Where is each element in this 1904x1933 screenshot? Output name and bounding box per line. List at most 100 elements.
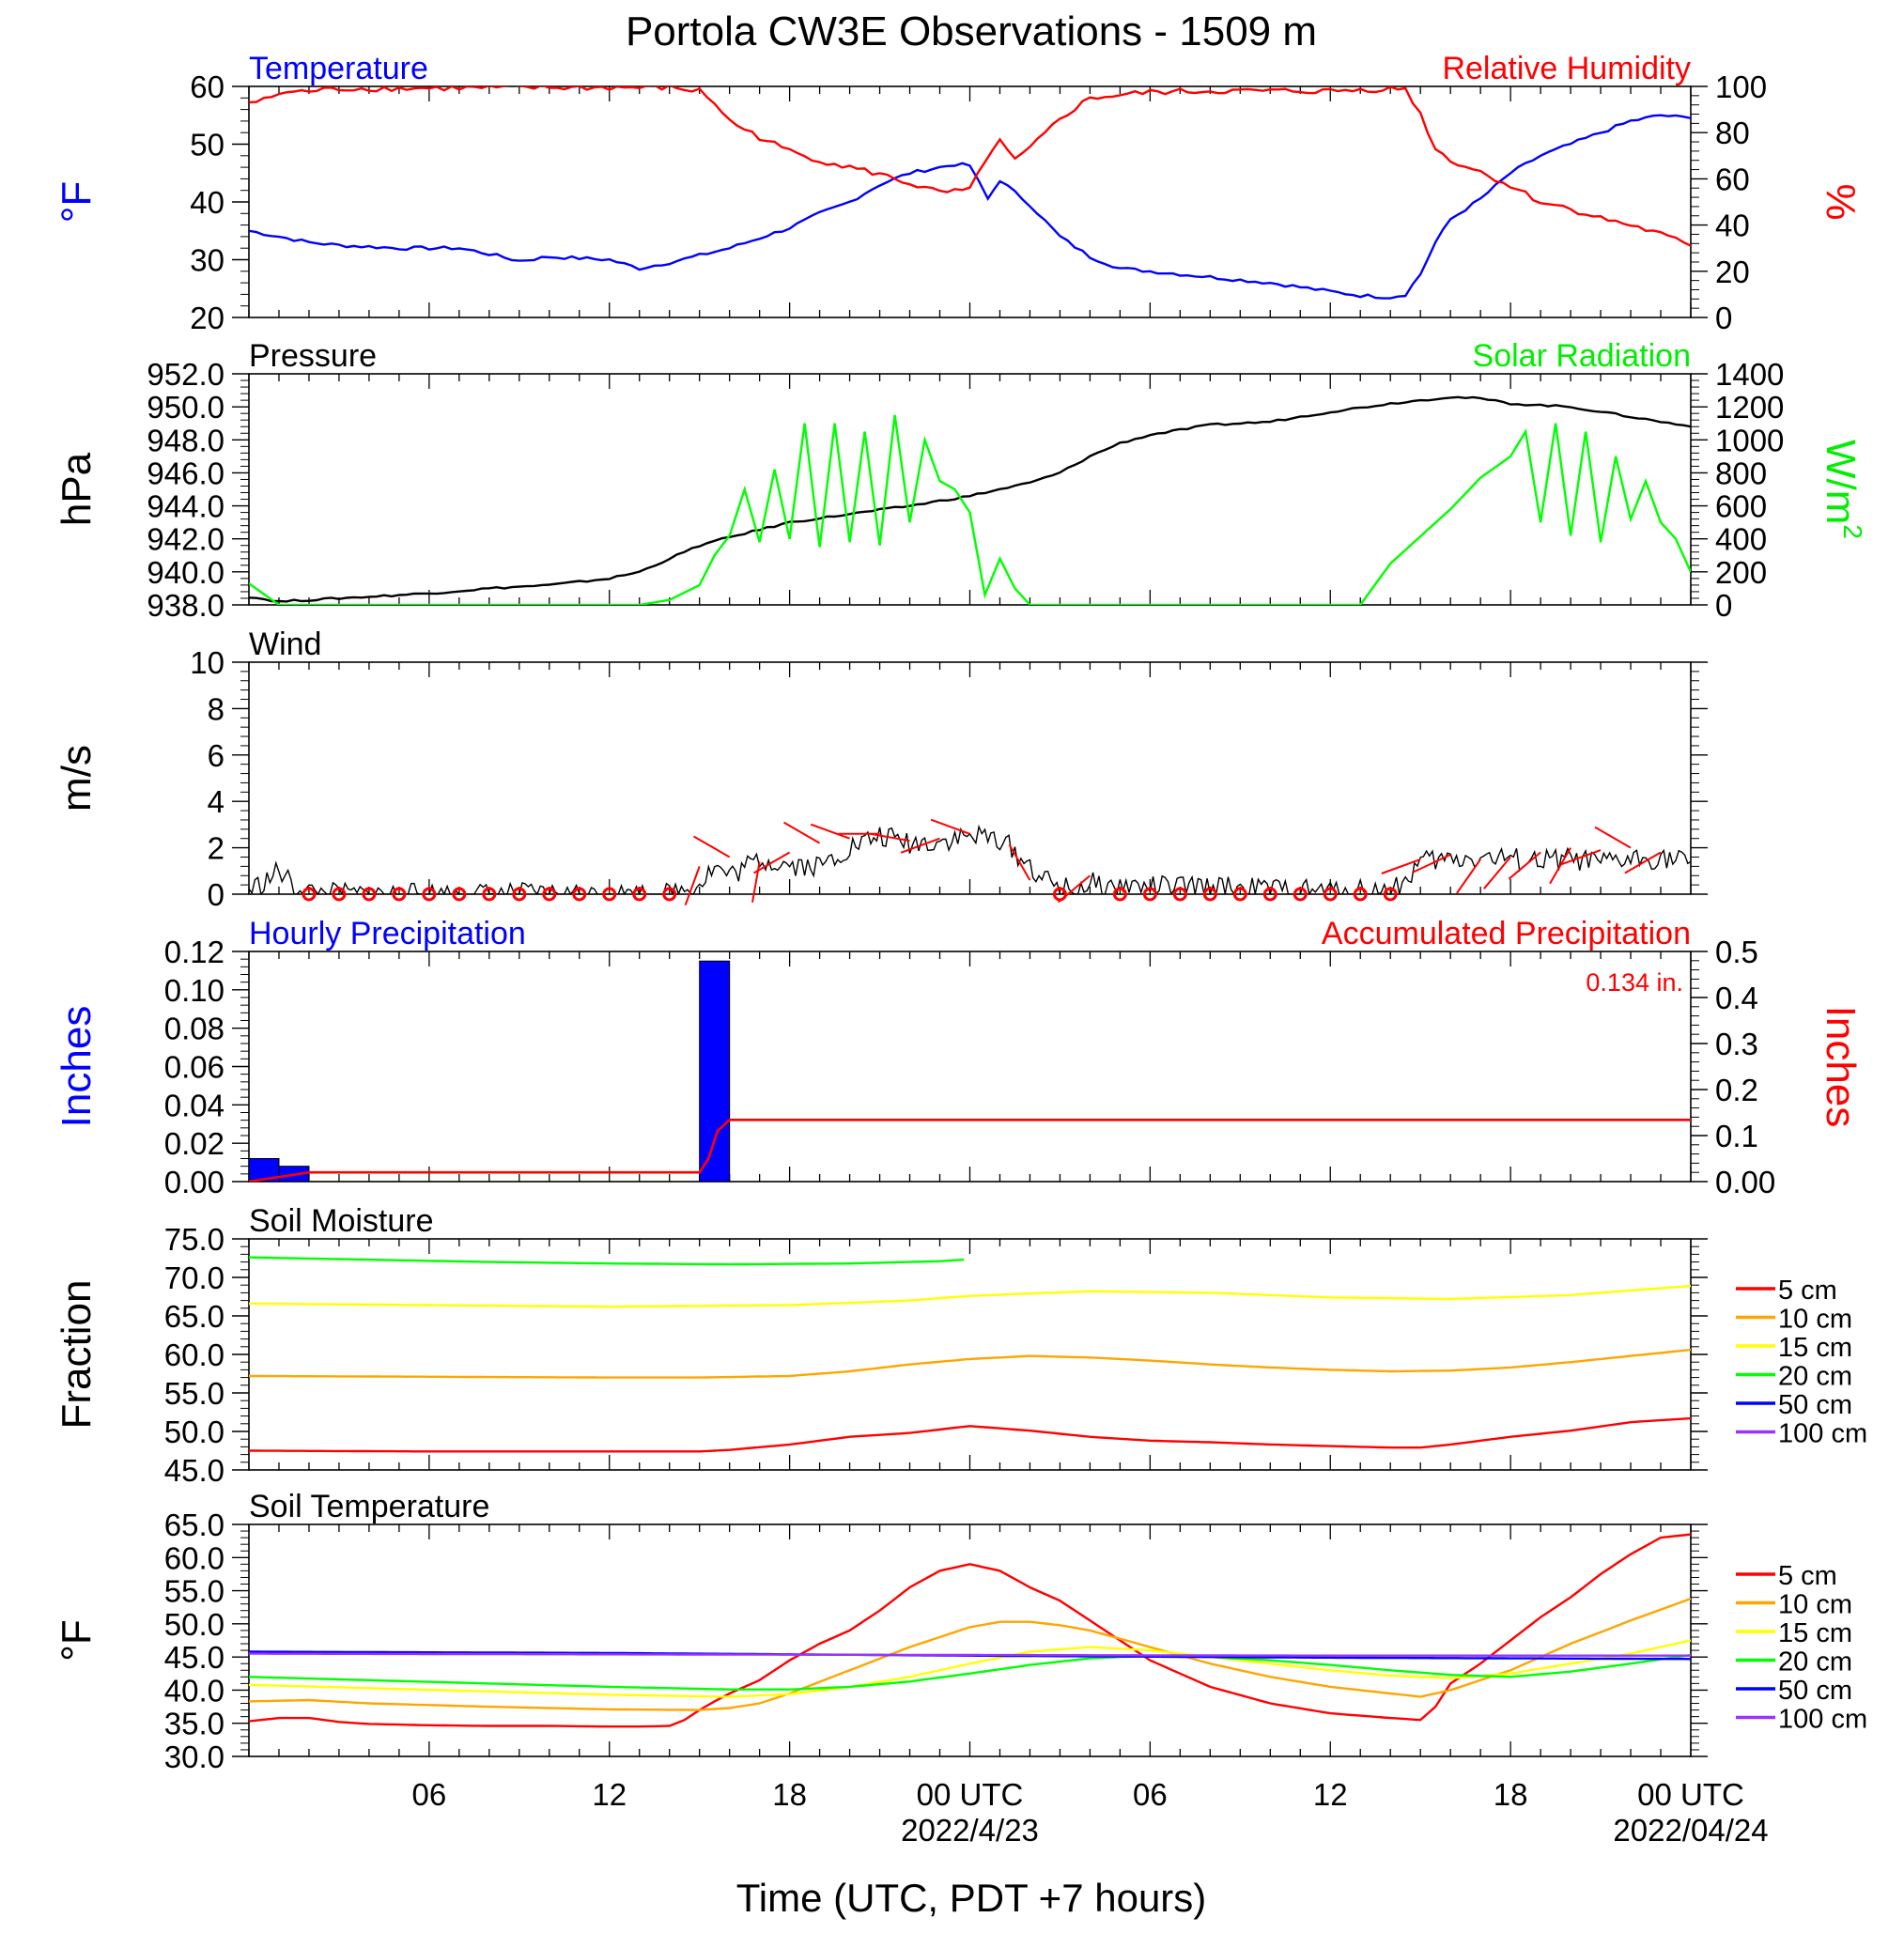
calm-wind-marker — [1142, 887, 1157, 902]
y-tick-label: 0.12 — [164, 935, 224, 969]
y-tick-label: 50.0 — [164, 1415, 224, 1449]
wind-barb — [1381, 858, 1421, 874]
chart-title: Portola CW3E Observations - 1509 m — [626, 8, 1317, 54]
wind-barb — [753, 851, 791, 874]
y2-axis-label: % — [1818, 183, 1864, 220]
x-tick-label: 00 UTC — [1637, 1777, 1744, 1812]
precip-bar — [699, 960, 731, 1182]
y-tick-label: 40 — [190, 185, 224, 220]
y-tick-label: 55.0 — [164, 1376, 224, 1411]
y2-tick-label: 1200 — [1715, 390, 1784, 425]
y-tick-label: 50 — [190, 128, 224, 162]
calm-wind-marker — [422, 887, 437, 902]
y2-tick-label: 600 — [1715, 489, 1767, 524]
panel-right-title: Solar Radiation — [1473, 338, 1691, 374]
y2-tick-label: 80 — [1715, 116, 1750, 150]
plot-area — [249, 86, 1691, 300]
y-tick-label: 0.00 — [164, 1165, 224, 1199]
calm-wind-marker — [332, 887, 347, 902]
y2-axis-label: W/m2 — [1818, 440, 1867, 539]
calm-wind-marker — [482, 887, 497, 902]
series-pressure — [249, 395, 1691, 603]
y-tick-label: 942.0 — [147, 522, 224, 557]
wind-barb — [1594, 826, 1632, 849]
y-tick-label: 55.0 — [164, 1574, 224, 1609]
x-tick-label: 18 — [772, 1777, 807, 1812]
panel-frame — [248, 1238, 1692, 1471]
calm-wind-marker — [1383, 887, 1398, 902]
panel-precip: 0.00 0.02 0.040.06 0.08 0.10 0.12 0.00 0.1 0.2 0.… — [54, 916, 1864, 1199]
panel-left-title: Wind — [249, 626, 321, 662]
plot-area — [249, 960, 1691, 1182]
y-tick-label: 6 — [208, 738, 224, 773]
panel-frame — [248, 951, 1692, 1183]
legend-label: 15 cm — [1778, 1333, 1852, 1363]
x-tick-label: 12 — [592, 1777, 627, 1812]
y2-tick-label: 0.5 — [1715, 935, 1758, 969]
precip-total-label: 0.134 in. — [1586, 968, 1683, 997]
y-tick-label: 65.0 — [164, 1299, 224, 1334]
calm-wind-marker — [1202, 887, 1217, 902]
calm-wind-marker — [392, 887, 407, 902]
calm-wind-marker — [1232, 887, 1247, 902]
y2-tick-label: 1000 — [1715, 423, 1784, 457]
legend-label: 15 cm — [1778, 1618, 1852, 1648]
y-tick-label: 952.0 — [147, 357, 224, 392]
panel-wind: 0 2 4 6 8 10 Wind m/s — [54, 626, 1708, 912]
y-axis-label: Inches — [54, 1006, 100, 1128]
wind-barb — [1456, 858, 1481, 894]
panel-left-title: Hourly Precipitation — [249, 916, 526, 951]
y2-tick-label: 0 — [1715, 301, 1732, 335]
y-tick-label: 60.0 — [164, 1540, 224, 1575]
y2-tick-label: 40 — [1715, 209, 1750, 243]
x-tick-label: 12 — [1313, 1777, 1348, 1812]
series-wind — [249, 824, 1691, 894]
panel-frame — [248, 661, 1692, 895]
y-axis-label: °F — [54, 181, 100, 223]
y-tick-label: 65.0 — [164, 1508, 224, 1542]
date-label: 2022/4/23 — [901, 1813, 1039, 1848]
wind-barb — [751, 861, 761, 903]
y-tick-label: 45.0 — [164, 1640, 224, 1675]
wind-barb — [1624, 851, 1662, 874]
calm-wind-marker — [572, 887, 587, 902]
legend-label: 50 cm — [1778, 1676, 1852, 1706]
y-tick-label: 70.0 — [164, 1260, 224, 1295]
wind-barb — [1058, 874, 1091, 904]
calm-wind-marker — [662, 887, 677, 902]
calm-wind-marker — [542, 887, 557, 902]
wind-barb — [930, 818, 970, 835]
plot-area — [249, 1533, 1691, 1728]
y2-tick-label: 0.1 — [1715, 1119, 1758, 1153]
wind-barb — [1008, 843, 1031, 881]
y-tick-label: 0.06 — [164, 1050, 224, 1085]
calm-wind-marker — [302, 887, 317, 902]
x-tick-label: 00 UTC — [917, 1777, 1024, 1812]
series-solar-radiation — [249, 414, 1691, 605]
y-tick-label: 938.0 — [147, 588, 224, 623]
wind-barb — [1483, 856, 1511, 889]
legend-label: 20 cm — [1778, 1362, 1852, 1392]
wind-barb — [693, 835, 731, 858]
wind-barb — [1549, 847, 1571, 885]
series-10-cm — [249, 1348, 1691, 1379]
legend-label: 5 cm — [1778, 1276, 1837, 1306]
series-100-cm — [249, 1652, 1691, 1657]
y2-tick-label: 1400 — [1715, 357, 1784, 392]
calm-wind-marker — [362, 887, 377, 902]
series-5-cm — [249, 1416, 1691, 1453]
y-tick-label: 948.0 — [147, 423, 224, 457]
y-tick-label: 0.02 — [164, 1126, 224, 1161]
legend-label: 5 cm — [1778, 1561, 1837, 1591]
legend-label: 100 cm — [1778, 1705, 1867, 1735]
y-tick-label: 35.0 — [164, 1707, 224, 1741]
y2-tick-label: 0.2 — [1715, 1073, 1758, 1107]
wind-barb — [900, 837, 940, 854]
y2-tick-label: 800 — [1715, 456, 1767, 490]
y-tick-label: 60.0 — [164, 1338, 224, 1372]
x-tick-label: 06 — [412, 1777, 447, 1812]
y-tick-label: 40.0 — [164, 1673, 224, 1708]
y-tick-label: 0.10 — [164, 973, 224, 1008]
